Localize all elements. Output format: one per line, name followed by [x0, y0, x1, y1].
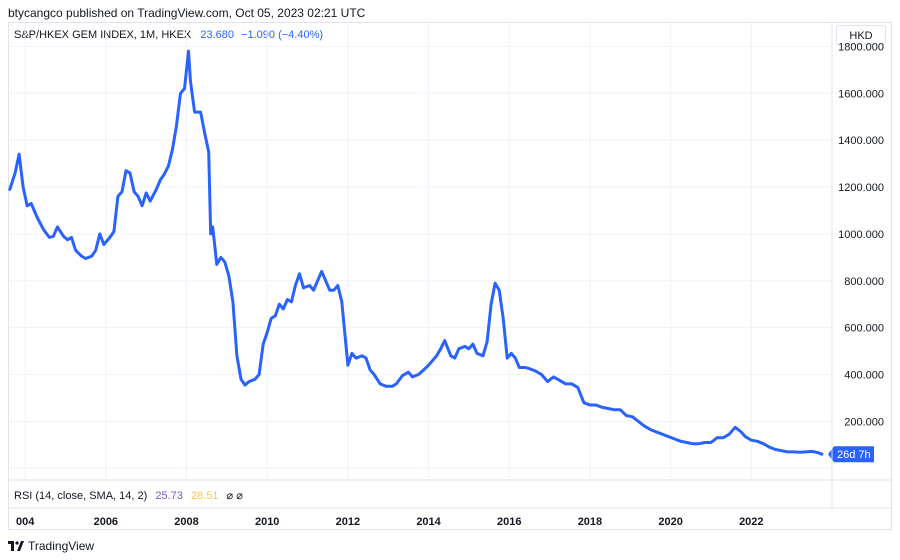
x-tick-label: 2006	[94, 516, 118, 528]
y-tick-label: 400.000	[844, 370, 884, 382]
price-badge-group: 26d 7h	[828, 446, 874, 463]
y-tick-label: 1000.000	[838, 229, 884, 241]
rsi-value: 25.73	[155, 490, 183, 502]
x-tick-label: 2014	[416, 516, 441, 528]
price-badge: 26d 7h	[837, 449, 871, 461]
currency-button[interactable]: HKD	[836, 25, 886, 45]
x-tick-label: 2020	[658, 516, 682, 528]
footer: TradingView	[8, 539, 94, 553]
legend-change: −1.090 (−4.40%)	[241, 29, 324, 41]
legend-value: 23.680	[200, 29, 234, 41]
y-tick-label: 1400.000	[838, 135, 884, 147]
x-tick-label: 2022	[739, 516, 763, 528]
price-badge-shape	[828, 446, 874, 463]
x-axis: 004 2006 2008 2010 2012 2014 2016 2018 2020 2022	[16, 516, 764, 528]
y-axis: 1800.000 1600.000 1400.000 1200.000 1000.000…	[838, 41, 884, 428]
x-tick-label: 2008	[174, 516, 198, 528]
x-tick-label: 2012	[336, 516, 360, 528]
x-tick-label: 2010	[255, 516, 279, 528]
y-tick-label: 1200.000	[838, 182, 884, 194]
rsi-label: RSI (14, close, SMA, 14, 2)	[14, 490, 148, 502]
legend-symbol: S&P/HKEX GEM INDEX, 1M, HKEX	[14, 29, 192, 41]
x-tick-label: 2018	[578, 516, 602, 528]
chart-legend[interactable]: S&P/HKEX GEM INDEX, 1M, HKEX 23.680 −1.0…	[14, 29, 323, 41]
rsi-legend[interactable]: RSI (14, close, SMA, 14, 2) 25.73 28.51 …	[14, 489, 243, 502]
y-tick-label: 800.000	[844, 276, 884, 288]
chart-grid	[9, 23, 832, 480]
tradingview-logo-icon	[8, 541, 24, 551]
rsi-visibility-icon[interactable]: ⌀ ⌀	[226, 490, 243, 502]
y-tick-label: 600.000	[844, 323, 884, 335]
series-line	[8, 49, 824, 456]
y-tick-label: 200.000	[844, 416, 884, 428]
y-tick-label: 1600.000	[838, 88, 884, 100]
footer-brand: TradingView	[28, 539, 95, 553]
y-tick-label: 1800.000	[838, 41, 884, 53]
x-tick-label: 2016	[497, 516, 521, 528]
publish-line: btycangco published on TradingView.com, …	[8, 6, 366, 20]
x-tick-label: 004	[16, 516, 35, 528]
rsi-sma-value: 28.51	[190, 490, 219, 502]
chart-panel	[8, 22, 892, 530]
